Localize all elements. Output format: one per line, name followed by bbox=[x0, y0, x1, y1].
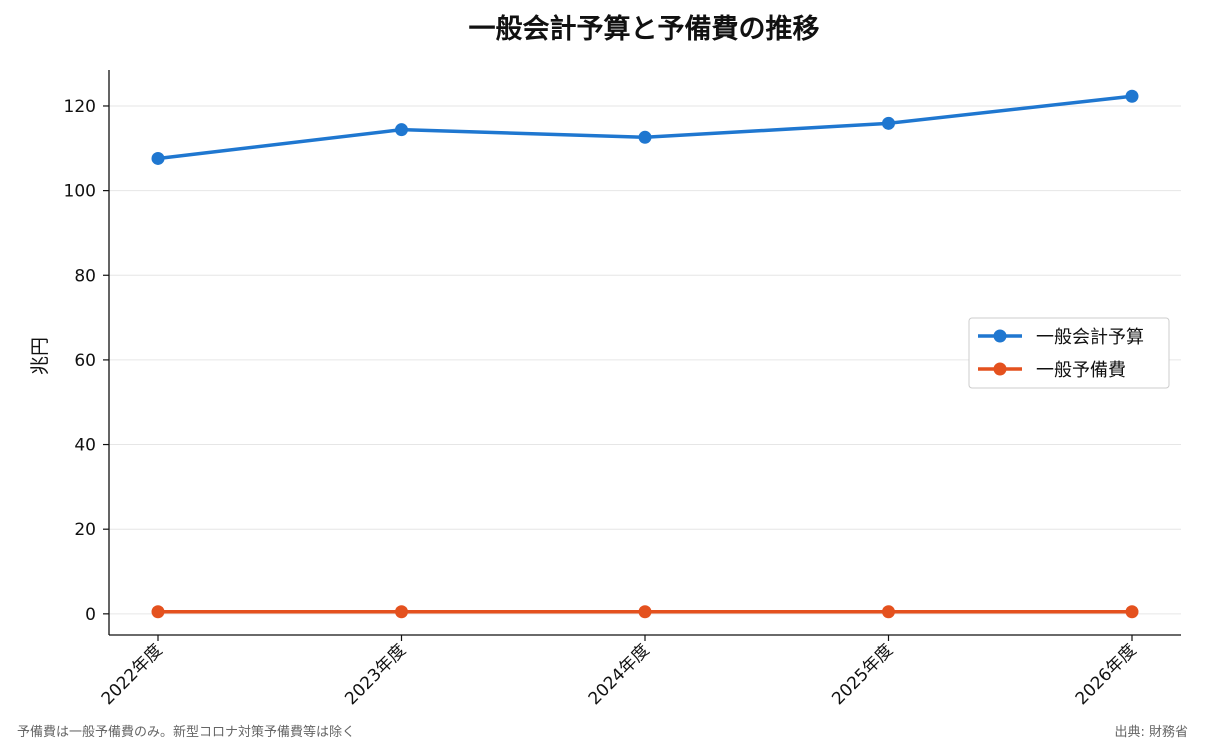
legend-label: 一般会計予算 bbox=[1036, 327, 1144, 348]
footnote: 予備費は一般予備費のみ。新型コロナ対策予備費等は除く bbox=[17, 725, 356, 740]
x-tick-label: 2023年度 bbox=[341, 640, 410, 709]
grid-lines bbox=[109, 105, 1181, 615]
y-axis-label: 兆円 bbox=[29, 337, 51, 375]
data-point bbox=[638, 130, 652, 144]
data-point bbox=[151, 151, 165, 165]
legend-marker bbox=[993, 329, 1007, 343]
source-note: 出典: 財務省 bbox=[1114, 725, 1188, 740]
data-point bbox=[395, 123, 408, 137]
y-tick-label: 100 bbox=[64, 182, 96, 202]
y-axis-ticks: 0 20 40 60 80 100 120 bbox=[64, 97, 109, 625]
y-tick-label: 60 bbox=[74, 351, 96, 371]
data-point bbox=[638, 605, 652, 619]
x-axis-ticks: 2022年度 2023年度 2024年度 2025年度 2026年度 bbox=[98, 635, 1141, 709]
data-point bbox=[1125, 89, 1139, 103]
x-tick-label: 2025年度 bbox=[828, 640, 897, 709]
legend-label: 一般予備費 bbox=[1036, 360, 1126, 381]
data-point bbox=[151, 605, 165, 619]
series-group bbox=[151, 89, 1139, 619]
y-tick-label: 120 bbox=[64, 97, 96, 117]
x-tick-label: 2026年度 bbox=[1072, 640, 1141, 709]
x-tick-label: 2022年度 bbox=[98, 640, 167, 709]
data-point bbox=[1125, 605, 1139, 619]
x-tick-label: 2024年度 bbox=[585, 640, 654, 709]
data-point bbox=[395, 605, 408, 619]
data-point bbox=[882, 116, 895, 130]
chart-title: 一般会計予算と予備費の推移 bbox=[469, 13, 820, 45]
y-tick-label: 40 bbox=[74, 436, 96, 456]
y-tick-label: 80 bbox=[74, 266, 96, 286]
y-tick-label: 20 bbox=[74, 520, 96, 540]
y-tick-label: 0 bbox=[85, 605, 96, 625]
legend-marker bbox=[993, 362, 1007, 376]
data-point bbox=[882, 605, 895, 619]
